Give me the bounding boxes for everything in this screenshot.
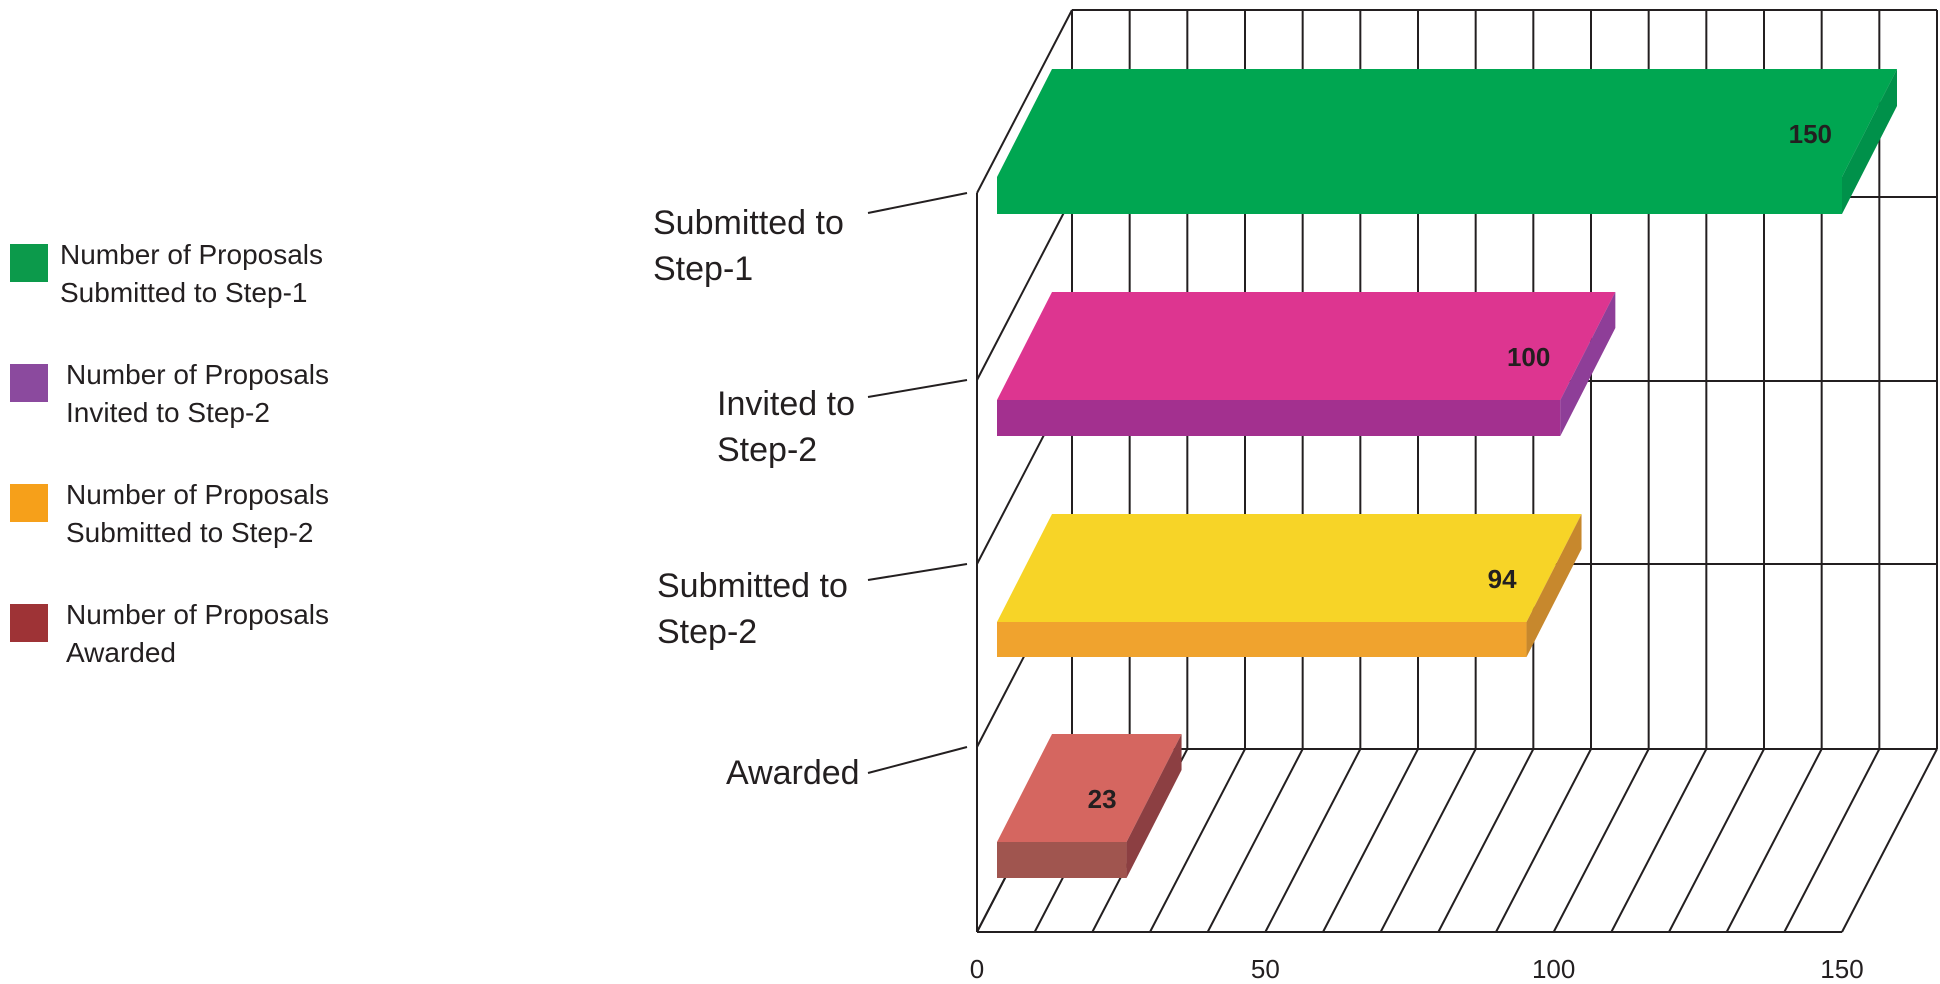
floor-gridline xyxy=(1149,748,1246,933)
legend: Number of Proposals Submitted to Step-1 … xyxy=(10,0,430,984)
legend-swatch xyxy=(10,364,48,402)
data-label: 100 xyxy=(1507,342,1550,372)
bar-front xyxy=(997,842,1127,878)
floor-gridline xyxy=(1264,748,1362,933)
bar-front xyxy=(997,400,1561,436)
legend-label: Number of Proposals Submitted to Step-2 xyxy=(66,479,330,548)
legend-item: Number of Proposals Invited to Step-2 xyxy=(10,356,430,436)
legend-item: Number of Proposals Awarded xyxy=(10,596,430,676)
floor-gridline xyxy=(1668,748,1765,933)
x-tick-label: 100 xyxy=(1532,954,1575,984)
legend-label: Number of Proposals Invited to Step-2 xyxy=(66,359,330,428)
floor-gridline xyxy=(1841,748,1938,933)
legend-swatch xyxy=(10,484,48,522)
bar-top xyxy=(997,734,1182,842)
data-label: 94 xyxy=(1488,564,1517,594)
bar-top xyxy=(997,292,1616,400)
floor-gridline xyxy=(1495,748,1592,933)
bar-top xyxy=(997,69,1897,177)
bar-front xyxy=(997,177,1842,214)
category-leader-line xyxy=(867,746,968,774)
bar-side xyxy=(1126,734,1182,878)
floor-gridline xyxy=(1725,748,1823,933)
category-label: Awarded xyxy=(726,754,860,792)
labels: Submitted to Step-1 Invited to Step-2 Submit… xyxy=(653,119,1864,984)
floor-gridline xyxy=(1437,748,1535,933)
legend-label: Number of Proposals Awarded xyxy=(66,599,330,668)
floor-gridline xyxy=(1206,748,1304,933)
legend-item: Number of Proposals Submitted to Step-2 xyxy=(10,476,430,556)
x-tick-label: 50 xyxy=(1251,954,1280,984)
floor-gridline xyxy=(1379,748,1477,933)
side-wall-gridline xyxy=(976,196,1073,381)
side-wall-gridline xyxy=(976,9,1073,194)
category-leader-line xyxy=(867,379,968,398)
category-leader-line xyxy=(867,563,968,581)
category-label: Invited to Step-2 xyxy=(717,385,855,469)
data-label: 150 xyxy=(1789,119,1832,149)
data-label: 23 xyxy=(1088,784,1117,814)
x-tick-label: 150 xyxy=(1820,954,1863,984)
floor-gridline xyxy=(1610,748,1708,933)
category-leader-line xyxy=(867,192,968,214)
bar-front xyxy=(997,622,1527,657)
bar-side xyxy=(1842,69,1897,214)
category-label: Submitted to Step-2 xyxy=(657,567,848,651)
legend-swatch xyxy=(10,604,48,642)
legend-label: Number of Proposals Submitted to Step-1 xyxy=(60,239,324,308)
floor-gridline xyxy=(1552,748,1650,933)
floor-gridline xyxy=(1322,748,1419,933)
category-label: Submitted to Step-1 xyxy=(653,204,844,288)
x-tick-label: 0 xyxy=(970,954,984,984)
legend-swatch xyxy=(10,244,48,282)
bar-top xyxy=(997,514,1582,622)
bar-side xyxy=(1560,292,1616,436)
bar-side xyxy=(1526,514,1582,657)
floor-gridline xyxy=(1783,748,1881,933)
bars xyxy=(997,69,1897,878)
legend-item: Number of Proposals Submitted to Step-1 xyxy=(10,236,430,316)
